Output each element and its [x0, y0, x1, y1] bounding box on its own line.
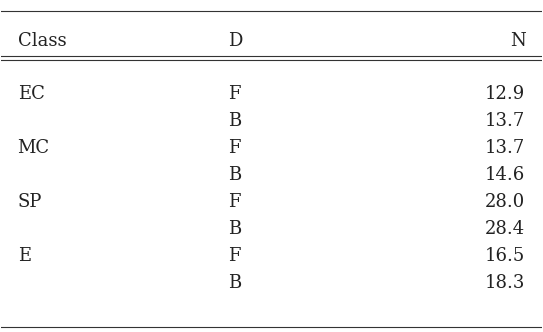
Text: EC: EC: [17, 85, 45, 103]
Text: 28.0: 28.0: [485, 193, 526, 210]
Text: F: F: [228, 85, 241, 103]
Text: B: B: [228, 274, 242, 291]
Text: E: E: [17, 247, 31, 265]
Text: 13.7: 13.7: [485, 138, 526, 157]
Text: 28.4: 28.4: [485, 219, 526, 238]
Text: D: D: [228, 32, 243, 50]
Text: 12.9: 12.9: [485, 85, 526, 103]
Text: F: F: [228, 247, 241, 265]
Text: F: F: [228, 138, 241, 157]
Text: MC: MC: [17, 138, 50, 157]
Text: B: B: [228, 112, 242, 129]
Text: N: N: [510, 32, 526, 50]
Text: B: B: [228, 219, 242, 238]
Text: F: F: [228, 193, 241, 210]
Text: Class: Class: [17, 32, 66, 50]
Text: 16.5: 16.5: [485, 247, 526, 265]
Text: B: B: [228, 166, 242, 184]
Text: 18.3: 18.3: [485, 274, 526, 291]
Text: SP: SP: [17, 193, 42, 210]
Text: 13.7: 13.7: [485, 112, 526, 129]
Text: 14.6: 14.6: [485, 166, 526, 184]
